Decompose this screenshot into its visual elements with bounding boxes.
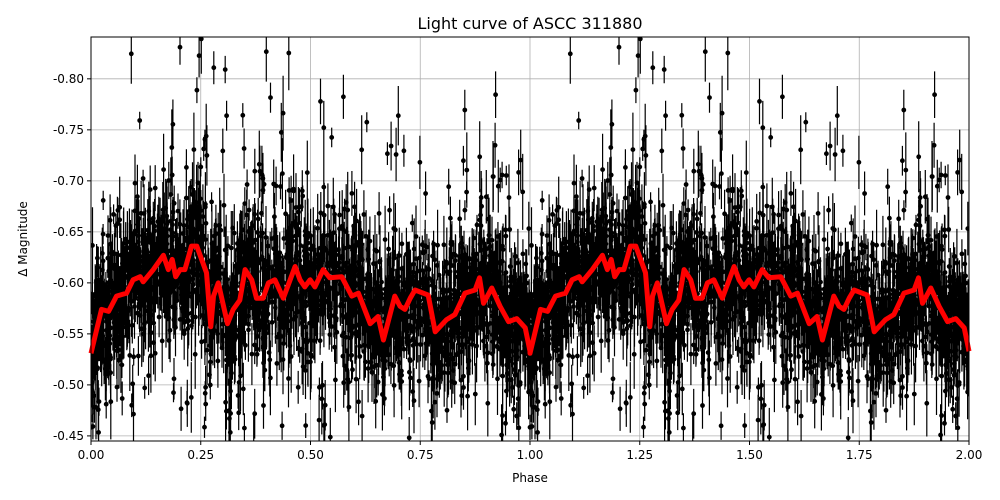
- y-tick-label: -0.50: [53, 378, 84, 392]
- x-tick-label: 0.75: [407, 448, 434, 462]
- x-tick-label: 0.00: [78, 448, 105, 462]
- x-tick-label: 2.00: [956, 448, 983, 462]
- chart-title: Light curve of ASCC 311880: [417, 14, 642, 33]
- model-line: [88, 243, 972, 356]
- x-tick-label: 0.50: [297, 448, 324, 462]
- data-points: [91, 37, 969, 441]
- model-line-path: [88, 243, 972, 356]
- x-axis-label: Phase: [512, 471, 548, 485]
- y-tick-label: -0.60: [53, 276, 84, 290]
- y-axis: -0.45 -0.50 -0.55 -0.60 -0.65 -0.70 -0.75 -0.80: [53, 72, 91, 443]
- x-tick-label: 1.50: [736, 448, 763, 462]
- y-tick-label: -0.75: [53, 123, 84, 137]
- y-tick-label: -0.55: [53, 327, 84, 341]
- x-tick-label: 1.75: [846, 448, 873, 462]
- x-axis: 0.00 0.25 0.50 0.75 1.00 1.25 1.50 1.75 2.00: [78, 441, 983, 462]
- y-axis-label: Δ Magnitude: [16, 201, 30, 277]
- x-tick-label: 1.00: [517, 448, 544, 462]
- x-tick-label: 1.25: [626, 448, 653, 462]
- y-tick-label: -0.80: [53, 72, 84, 86]
- y-tick-label: -0.65: [53, 225, 84, 239]
- y-tick-label: -0.70: [53, 174, 84, 188]
- y-tick-label: -0.45: [53, 429, 84, 443]
- x-tick-label: 0.25: [187, 448, 214, 462]
